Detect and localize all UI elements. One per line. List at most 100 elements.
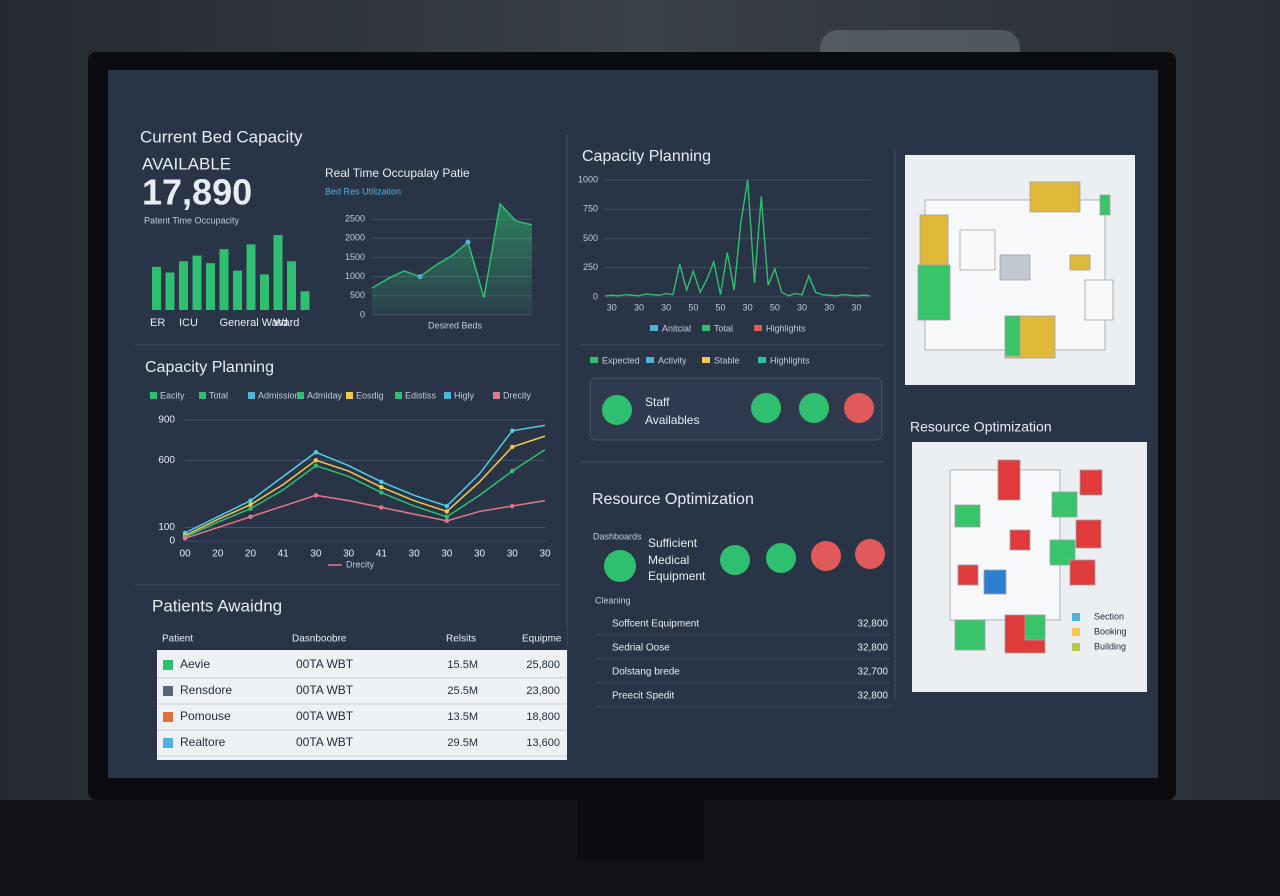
legend-swatch xyxy=(646,357,654,363)
y-tick-label: 2000 xyxy=(345,233,365,243)
legend-label: Highlights xyxy=(770,355,810,365)
legend-swatch xyxy=(702,357,710,363)
legend-label: Drecity xyxy=(346,559,375,569)
staff-card xyxy=(589,377,883,441)
column-header: Patient xyxy=(162,634,193,645)
list-heading: Cleaning xyxy=(595,595,631,605)
table-header-bg xyxy=(157,628,567,650)
x-tick-label: 20 xyxy=(245,549,257,560)
cell: 00TA WBT xyxy=(296,683,354,697)
line xyxy=(604,179,871,297)
card-text: Availables xyxy=(645,413,699,427)
x-tick-label: 30 xyxy=(851,302,861,312)
icon xyxy=(751,393,781,423)
cell: Pomouse xyxy=(180,709,231,723)
y-tick-label: 500 xyxy=(350,290,365,300)
point xyxy=(248,506,253,511)
cell: 13.5M xyxy=(447,711,478,723)
card-text: Equipment xyxy=(648,569,706,583)
legend-label: Activity xyxy=(658,355,687,365)
point xyxy=(313,458,319,463)
row-icon xyxy=(163,738,173,748)
cell: Aevie xyxy=(180,657,210,671)
cell: 25,800 xyxy=(526,659,560,671)
legend-swatch xyxy=(346,392,353,399)
item-value: 32,800 xyxy=(857,619,888,630)
y-tick-label: 500 xyxy=(583,233,598,243)
legend-label: Admiday xyxy=(307,390,343,400)
x-tick-label: 41 xyxy=(278,549,290,560)
cell: 13,600 xyxy=(526,737,560,749)
bar xyxy=(233,270,242,310)
legend-label: Higly xyxy=(454,390,475,400)
card-text: Medical xyxy=(648,553,689,567)
big-number: 17,890 xyxy=(142,172,252,213)
y-tick-label: 250 xyxy=(583,262,598,272)
point xyxy=(444,503,450,509)
bar xyxy=(260,274,269,310)
legend-swatch xyxy=(650,325,658,331)
point xyxy=(444,518,450,524)
x-tick-label: 41 xyxy=(376,549,388,560)
icon xyxy=(602,395,632,425)
point xyxy=(248,514,253,519)
legend-label: Drecity xyxy=(503,390,532,400)
legend-swatch xyxy=(248,392,255,399)
y-tick-label: 750 xyxy=(583,204,598,214)
point xyxy=(510,444,515,450)
line xyxy=(371,202,533,298)
panel-title: Capacity Planning xyxy=(145,359,274,376)
point xyxy=(510,503,515,509)
legend-swatch xyxy=(493,392,500,399)
line xyxy=(184,424,546,534)
x-tick-label: ICU xyxy=(179,317,198,329)
icon xyxy=(855,539,885,569)
x-tick-label: 30 xyxy=(310,549,322,560)
x-tick-label: 30 xyxy=(634,302,644,312)
cell: 00TA WBT xyxy=(296,735,354,749)
item-value: 32,700 xyxy=(857,667,888,678)
legend-swatch xyxy=(702,325,710,331)
chart-title: Real Time Occupalay Patie xyxy=(325,166,470,180)
point xyxy=(444,509,450,514)
bar xyxy=(287,261,296,310)
item-value: 32,800 xyxy=(857,691,888,702)
point xyxy=(379,490,384,495)
line xyxy=(184,494,546,540)
row-icon xyxy=(163,686,173,696)
row-icon xyxy=(163,712,173,722)
icon xyxy=(720,545,750,575)
legend-swatch xyxy=(150,392,157,399)
legend-swatch xyxy=(199,392,206,399)
icon xyxy=(844,393,874,423)
legend-swatch xyxy=(297,392,304,399)
x-tick-label: 30 xyxy=(607,302,617,312)
icon xyxy=(604,550,636,582)
x-tick-label: 30 xyxy=(797,302,807,312)
legend-label: Booking xyxy=(1094,626,1127,636)
x-tick-label: 30 xyxy=(661,302,671,312)
column-header: Equipme xyxy=(522,634,562,645)
floor-plan xyxy=(917,181,1114,359)
point xyxy=(379,505,384,510)
side-label: Dashboards xyxy=(593,531,642,541)
note: Patent Time Occupacity xyxy=(144,215,240,225)
legend-label: Total xyxy=(714,323,733,333)
legend-label: Expected xyxy=(602,355,640,365)
cell: 00TA WBT xyxy=(296,657,354,671)
card-text: Sufficient xyxy=(648,536,698,550)
bar xyxy=(300,291,310,310)
item-label: Preecit Spedit xyxy=(612,691,674,702)
column-header: Dasnboobre xyxy=(292,634,347,645)
legend-swatch xyxy=(1072,628,1080,636)
legend-swatch xyxy=(758,357,766,363)
legend-label: Building xyxy=(1094,641,1126,651)
x-tick-label: 30 xyxy=(343,549,355,560)
x-axis-label: Desired Beds xyxy=(428,320,483,330)
x-tick-label: 00 xyxy=(179,549,191,560)
panel-title: Resource Optimization xyxy=(910,419,1052,435)
legend-label: Highlights xyxy=(766,323,806,333)
legend-label: Section xyxy=(1094,611,1124,621)
item-value: 32,800 xyxy=(857,643,888,654)
